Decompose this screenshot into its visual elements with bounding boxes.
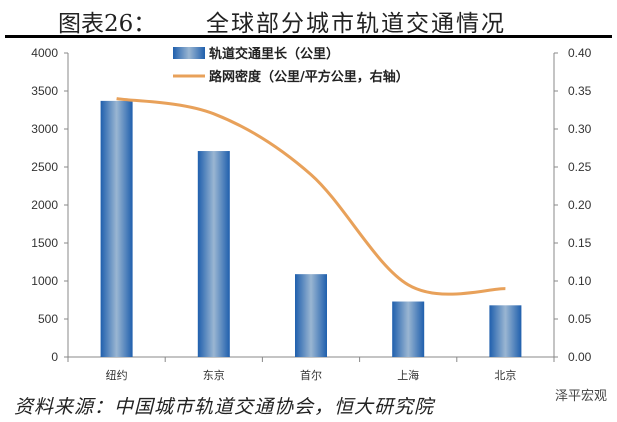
right-tick-label: 0.00 bbox=[568, 350, 592, 364]
category-label: 纽约 bbox=[106, 368, 128, 382]
chart-title: 图表26： 全球部分城市轨道交通情况 bbox=[0, 4, 617, 37]
density-line bbox=[116, 97, 506, 296]
legend-line-label: 路网密度（公里/平方公里，右轴） bbox=[209, 69, 409, 85]
left-tick-label: 3500 bbox=[31, 84, 58, 98]
legend-bar-label: 轨道交通里长（公里） bbox=[209, 46, 339, 62]
watermark: 泽平宏观 bbox=[554, 389, 607, 404]
bar-首尔 bbox=[295, 274, 327, 357]
right-tick-label: 0.40 bbox=[568, 46, 592, 60]
bar-东京 bbox=[197, 151, 230, 357]
category-label: 首尔 bbox=[300, 368, 322, 382]
left-tick-label: 1500 bbox=[31, 236, 58, 250]
bar-北京 bbox=[489, 305, 522, 357]
left-tick-label: 4000 bbox=[31, 46, 58, 60]
left-tick-label: 3000 bbox=[31, 122, 58, 136]
figure-title: 全球部分城市轨道交通情况 bbox=[206, 11, 506, 37]
bar-上海 bbox=[392, 301, 425, 357]
source-note: 资料来源：中国城市轨道交通协会，恒大研究院 bbox=[14, 396, 435, 418]
right-tick-label: 0.05 bbox=[568, 312, 592, 326]
left-tick-label: 0 bbox=[51, 350, 58, 364]
figure-label: 图表26： bbox=[58, 11, 157, 37]
right-tick-label: 0.35 bbox=[568, 84, 592, 98]
title-rule bbox=[5, 35, 612, 38]
left-tick-label: 500 bbox=[38, 312, 58, 326]
left-tick-label: 1000 bbox=[31, 274, 58, 288]
left-tick-label: 2500 bbox=[31, 160, 58, 174]
right-tick-label: 0.20 bbox=[568, 198, 592, 212]
right-tick-label: 0.15 bbox=[568, 236, 592, 250]
legend-bar-swatch bbox=[173, 47, 205, 59]
right-tick-label: 0.30 bbox=[568, 122, 592, 136]
bar-纽约 bbox=[100, 100, 133, 357]
right-tick-label: 0.25 bbox=[568, 160, 592, 174]
left-tick-label: 2000 bbox=[31, 198, 58, 212]
category-label: 北京 bbox=[494, 368, 516, 382]
category-label: 东京 bbox=[203, 368, 225, 382]
category-label: 上海 bbox=[397, 368, 419, 382]
right-tick-label: 0.10 bbox=[568, 274, 592, 288]
legend: 轨道交通里长（公里） 路网密度（公里/平方公里，右轴） bbox=[173, 46, 409, 85]
